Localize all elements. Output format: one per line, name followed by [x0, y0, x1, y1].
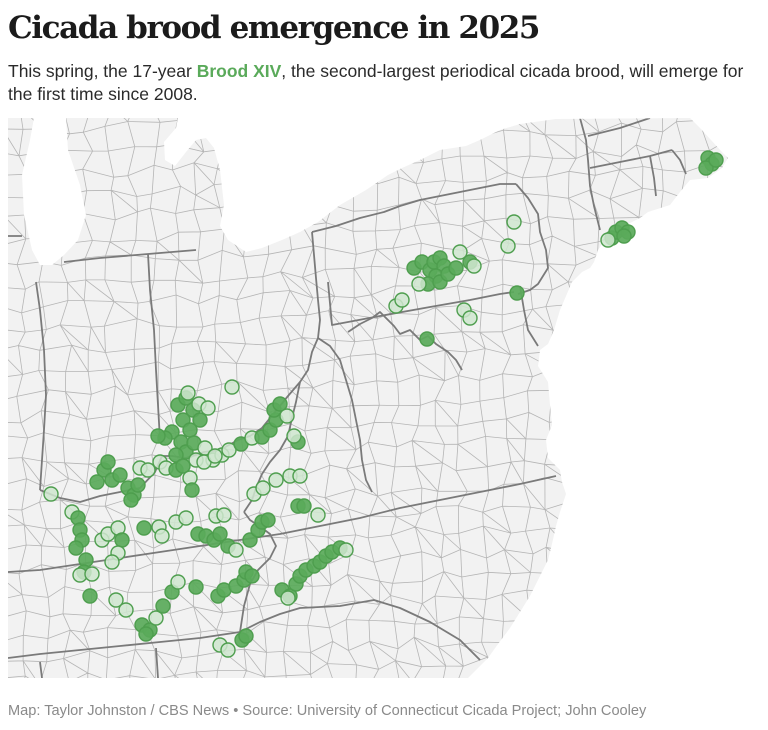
dot-cluster-central-kentucky: [136, 468, 326, 558]
state-line-newjersey: [515, 183, 549, 295]
sighting-dot[interactable]: [82, 588, 98, 604]
sighting-dot[interactable]: [279, 408, 295, 424]
state-line-alabama-georgia: [155, 647, 159, 678]
dot-cluster-kentucky-tennessee-border: [134, 564, 260, 658]
sighting-dot[interactable]: [338, 542, 354, 558]
state-line-massachusetts-connecticut: [589, 149, 673, 169]
sighting-dot[interactable]: [268, 472, 284, 488]
sighting-dot[interactable]: [100, 454, 116, 470]
sighting-dot[interactable]: [175, 458, 191, 474]
dot-cluster-virginia-tennessee-corridor: [274, 540, 354, 606]
sighting-dot[interactable]: [500, 238, 516, 254]
state-line-westvirginia-virginia-west: [317, 337, 373, 493]
sighting-dot[interactable]: [212, 526, 228, 542]
sighting-dot[interactable]: [68, 540, 84, 556]
sighting-dot[interactable]: [138, 626, 154, 642]
sighting-dot[interactable]: [272, 396, 288, 412]
sighting-dot[interactable]: [419, 331, 435, 347]
sighting-dot[interactable]: [220, 642, 236, 658]
dot-cluster-northern-kentucky-line: [152, 396, 306, 498]
sighting-dot[interactable]: [255, 480, 271, 496]
description: This spring, the 17-year Brood XIV, the …: [8, 60, 760, 106]
state-line-mississippi-alabama: [39, 661, 43, 678]
state-line-vermont-massachusetts: [587, 118, 651, 137]
sighting-dot[interactable]: [43, 486, 59, 502]
state-line-rhode-island: [671, 149, 687, 175]
sighting-dot[interactable]: [452, 244, 468, 260]
state-line-maryland-westvirginia: [347, 311, 463, 371]
source-credit: Map: Taylor Johnston / CBS News • Source…: [8, 703, 647, 719]
cicada-brood-map[interactable]: [0, 110, 768, 690]
sighting-dot[interactable]: [188, 579, 204, 595]
sighting-dot[interactable]: [286, 428, 302, 444]
sighting-dot[interactable]: [178, 510, 194, 526]
brood-sighting-dots: [43, 150, 724, 658]
sighting-dot[interactable]: [506, 214, 522, 230]
dot-cluster-western-kentucky: [64, 504, 134, 618]
sighting-dot[interactable]: [89, 474, 105, 490]
dot-cluster-southeast-indiana: [43, 454, 156, 508]
dot-cluster-long-island-cape-cod: [600, 150, 724, 248]
sighting-dot[interactable]: [123, 492, 139, 508]
sighting-dot[interactable]: [112, 467, 128, 483]
page-title: Cicada brood emergence in 2025: [8, 10, 540, 46]
sighting-dot[interactable]: [118, 602, 134, 618]
sighting-dot[interactable]: [509, 285, 525, 301]
sighting-dot[interactable]: [130, 477, 146, 493]
sighting-dot[interactable]: [462, 310, 478, 326]
sighting-dot[interactable]: [170, 574, 186, 590]
sighting-dot[interactable]: [108, 592, 124, 608]
sighting-dot[interactable]: [394, 292, 410, 308]
sighting-dot[interactable]: [136, 520, 152, 536]
sighting-dot[interactable]: [140, 462, 156, 478]
sighting-dot[interactable]: [238, 628, 254, 644]
sighting-dot[interactable]: [154, 528, 170, 544]
sighting-dot[interactable]: [224, 379, 240, 395]
sighting-dot[interactable]: [148, 610, 164, 626]
sighting-dot[interactable]: [192, 412, 208, 428]
map-canvas[interactable]: [0, 110, 768, 690]
sighting-dot[interactable]: [221, 442, 237, 458]
sighting-dot[interactable]: [708, 152, 724, 168]
sighting-dot[interactable]: [180, 385, 196, 401]
dek-text-before: This spring, the 17-year: [8, 61, 197, 81]
sighting-dot[interactable]: [150, 428, 166, 444]
state-line-pennsylvania-maryland: [327, 281, 515, 326]
sighting-dot[interactable]: [216, 507, 232, 523]
sighting-dot[interactable]: [242, 532, 258, 548]
state-line-illinois-indiana: [35, 281, 47, 491]
dek-text-after: , the second-largest periodical cicada b…: [8, 61, 744, 104]
state-line-indiana-ohio: [147, 253, 161, 441]
sighting-dot[interactable]: [280, 590, 296, 606]
sighting-dot[interactable]: [292, 468, 308, 484]
state-line-pennsylvania-newyork: [311, 183, 516, 233]
sighting-dot[interactable]: [104, 554, 120, 570]
state-line-tennessee-northcarolina: [239, 583, 251, 633]
sighting-dot[interactable]: [228, 542, 244, 558]
sighting-dot[interactable]: [84, 566, 100, 582]
state-line-tennessee-georgia-carolinas: [8, 599, 481, 661]
sighting-dot[interactable]: [448, 260, 464, 276]
sighting-dot[interactable]: [310, 507, 326, 523]
sighting-dot[interactable]: [184, 482, 200, 498]
sighting-dot[interactable]: [698, 160, 714, 176]
brood-name-highlight: Brood XIV: [196, 61, 282, 81]
sighting-dot[interactable]: [207, 448, 223, 464]
sighting-dot[interactable]: [155, 598, 171, 614]
state-line-kentucky-virginia: [243, 511, 277, 585]
sighting-dot[interactable]: [244, 568, 260, 584]
sighting-dot[interactable]: [411, 276, 427, 292]
state-line-newyork-newengland: [579, 118, 601, 231]
sighting-dot[interactable]: [200, 400, 216, 416]
sighting-dot[interactable]: [296, 498, 312, 514]
sighting-dot[interactable]: [600, 232, 616, 248]
state-line-connecticut-rhode-island: [649, 155, 657, 197]
dot-cluster-pennsylvania: [388, 214, 525, 347]
sighting-dot[interactable]: [114, 532, 130, 548]
state-line-michigan-indiana-ohio: [63, 249, 197, 263]
sighting-dot[interactable]: [168, 447, 184, 463]
sighting-dot[interactable]: [466, 258, 482, 274]
sighting-dot[interactable]: [260, 512, 276, 528]
sighting-dot[interactable]: [616, 228, 632, 244]
